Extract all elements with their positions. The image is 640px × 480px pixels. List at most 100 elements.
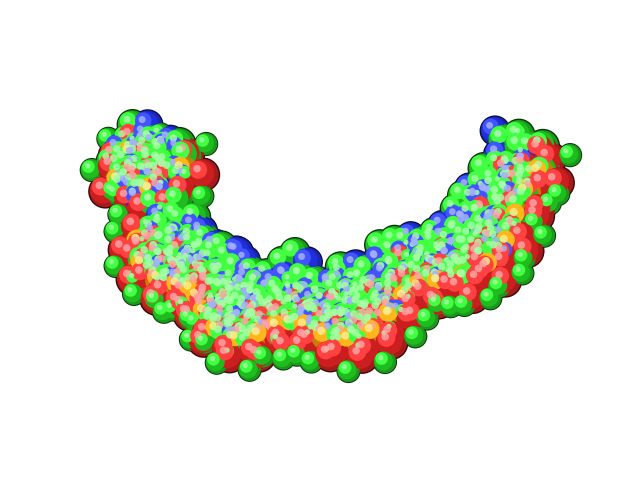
Circle shape [312,308,346,342]
Circle shape [245,309,253,316]
Circle shape [239,302,270,334]
Circle shape [213,283,239,309]
Circle shape [178,168,184,174]
Circle shape [546,182,570,206]
Circle shape [148,241,178,272]
Circle shape [319,303,343,327]
Circle shape [177,248,202,272]
Circle shape [492,127,506,142]
Circle shape [138,126,163,151]
Circle shape [440,276,448,283]
Circle shape [168,268,197,297]
Circle shape [119,140,152,173]
Circle shape [487,225,495,232]
Circle shape [116,109,148,141]
Circle shape [342,308,360,325]
Circle shape [348,343,366,361]
Circle shape [188,289,221,324]
Circle shape [134,231,158,255]
Circle shape [280,277,300,296]
Circle shape [168,206,184,223]
Circle shape [261,297,278,314]
Circle shape [181,204,206,228]
Circle shape [281,280,300,299]
Circle shape [223,254,240,270]
Circle shape [500,211,527,239]
Circle shape [346,279,376,309]
Circle shape [188,325,220,357]
Circle shape [313,323,332,342]
Circle shape [134,175,160,202]
Circle shape [192,318,219,345]
Circle shape [489,230,497,238]
Circle shape [201,293,228,319]
Circle shape [175,250,187,263]
Circle shape [253,347,266,359]
Circle shape [476,200,483,208]
Circle shape [118,150,152,183]
Circle shape [108,203,131,227]
Circle shape [157,159,165,167]
Circle shape [429,233,465,268]
Circle shape [472,231,478,236]
Circle shape [250,267,266,283]
Circle shape [119,124,137,142]
Circle shape [279,269,303,293]
Circle shape [285,329,320,363]
Circle shape [182,213,198,229]
Circle shape [118,174,144,200]
Circle shape [270,284,288,303]
Circle shape [341,292,370,321]
Circle shape [203,309,234,341]
Circle shape [473,199,495,221]
Circle shape [466,266,484,284]
Circle shape [451,253,458,261]
Circle shape [211,268,242,299]
Circle shape [300,349,323,373]
Circle shape [458,217,464,223]
Circle shape [399,236,418,255]
Circle shape [178,228,195,245]
Circle shape [148,266,156,274]
Circle shape [211,266,219,274]
Circle shape [106,222,118,235]
Circle shape [132,132,159,157]
Circle shape [119,160,137,178]
Circle shape [348,290,353,296]
Circle shape [394,302,416,325]
Circle shape [424,251,458,285]
Circle shape [356,297,373,314]
Circle shape [308,302,316,310]
Circle shape [214,314,221,322]
Circle shape [234,291,252,309]
Circle shape [164,256,182,274]
Circle shape [398,234,422,259]
Circle shape [344,323,361,339]
Circle shape [383,264,402,283]
Circle shape [338,276,355,293]
Circle shape [351,294,381,324]
Circle shape [297,329,305,336]
Circle shape [191,260,198,267]
Circle shape [260,291,285,315]
Circle shape [235,330,252,347]
Circle shape [270,331,283,344]
Circle shape [378,295,396,312]
Circle shape [341,293,366,317]
Circle shape [217,276,250,310]
Circle shape [136,141,163,168]
Circle shape [404,273,439,307]
Circle shape [189,250,206,267]
Circle shape [394,280,427,312]
Circle shape [114,137,152,174]
Circle shape [496,151,525,180]
Circle shape [403,291,415,303]
Circle shape [309,319,347,356]
Circle shape [109,225,114,230]
Circle shape [371,259,399,288]
Circle shape [346,341,378,372]
Circle shape [353,336,371,355]
Circle shape [304,302,312,310]
Circle shape [272,348,294,370]
Circle shape [126,270,139,283]
